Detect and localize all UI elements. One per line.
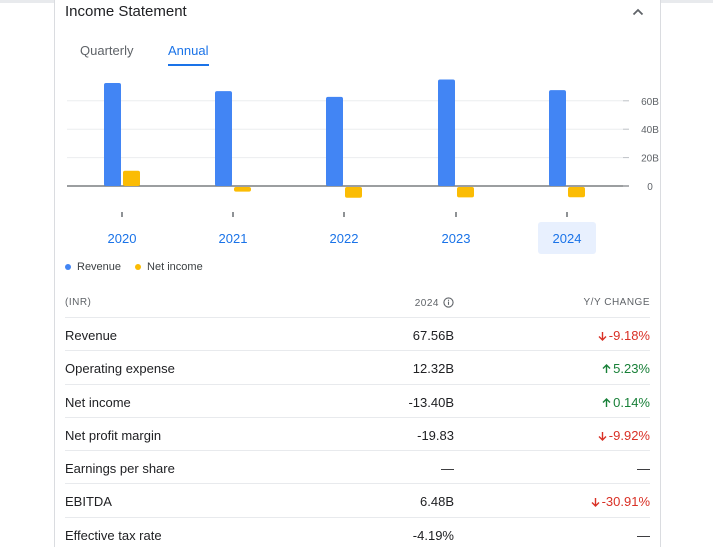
legend-item-net-income: Net income	[135, 261, 203, 273]
arrow-down-icon	[598, 332, 607, 341]
row-label-net-income: Net income	[65, 394, 131, 410]
row-change-net-income: 0.14%	[602, 395, 650, 410]
arrow-down-icon	[591, 498, 600, 508]
table-row: Earnings per share — —	[65, 451, 650, 485]
bar-net-income-2021	[234, 187, 251, 192]
row-value-ebitda: 6.48B	[420, 494, 454, 510]
header-year-label: 2024	[414, 298, 439, 309]
row-value-net-profit-margin: -19.83	[417, 427, 454, 443]
row-change-ebitda: -30.91%	[591, 494, 650, 509]
legend-dot-revenue	[65, 264, 71, 270]
table-row: EBITDA 6.48B -30.91%	[65, 484, 650, 518]
x-category-2020[interactable]: 2020	[108, 231, 137, 246]
y-tick-label: 20B	[641, 154, 659, 165]
row-change-revenue: -9.18%	[598, 328, 650, 343]
row-label-operating-expense: Operating expense	[65, 361, 175, 377]
tab-quarterly[interactable]: Quarterly	[80, 43, 134, 58]
tab-selected-indicator	[168, 64, 209, 66]
legend-dot-net-income	[135, 264, 142, 270]
chevron-up-icon[interactable]	[630, 4, 646, 20]
y-tick-label: 40B	[641, 125, 659, 136]
arrow-up-icon	[602, 397, 611, 407]
bar-revenue-2022	[326, 96, 343, 186]
y-tick-label: 60B	[641, 97, 659, 108]
table-row: Effective tax rate -4.19% —	[65, 518, 650, 547]
row-value-operating-expense: 12.32B	[412, 361, 454, 377]
row-change-effective-tax-rate: —	[637, 528, 650, 543]
row-value-effective-tax-rate: -4.19%	[412, 527, 454, 543]
row-value-revenue: 67.56B	[412, 328, 454, 343]
bar-net-income-2022	[345, 187, 362, 198]
row-change-net-profit-margin: -9.92%	[598, 428, 650, 443]
row-label-effective-tax-rate: Effective tax rate	[65, 527, 162, 543]
arrow-up-icon	[602, 364, 611, 374]
tab-annual[interactable]: Annual	[168, 43, 209, 58]
table-row: Revenue 67.56B -9.18%	[65, 318, 650, 352]
x-category-2021[interactable]: 2021	[219, 231, 248, 246]
header-currency: (INR)	[65, 297, 92, 308]
table-header: (INR) 2024 Y/Y CHANGE	[65, 288, 650, 318]
arrow-down-icon	[598, 431, 607, 441]
table-row: Operating expense 12.32B 5.23%	[65, 351, 650, 385]
row-value-net-income: -13.40B	[408, 394, 454, 410]
income-chart: 60B 40B 20B 0 2020 2021 2022 2023 2024	[67, 79, 659, 254]
card-title: Income Statement	[65, 3, 187, 20]
row-change-value: -30.91%	[601, 494, 650, 510]
row-change-value: -9.92%	[608, 427, 650, 443]
info-icon[interactable]	[443, 297, 454, 308]
row-value-earnings-per-share: —	[441, 461, 454, 477]
income-statement-card: Income Statement Quarterly Annual 60B 40B…	[54, 0, 661, 547]
row-change-value: —	[637, 461, 650, 477]
header-year: 2024	[415, 297, 454, 309]
row-change-value: 5.23%	[613, 361, 650, 377]
x-category-2023[interactable]: 2023	[442, 231, 471, 246]
x-category-2024[interactable]: 2024	[553, 231, 582, 246]
bar-revenue-2023	[438, 79, 455, 186]
row-label-ebitda: EBITDA	[65, 494, 112, 510]
y-tick-label: 0	[647, 182, 653, 193]
table-body: Revenue 67.56B -9.18% Operating expense 12.3…	[65, 318, 650, 547]
x-category-highlight	[538, 222, 596, 254]
bar-net-income-2023	[457, 187, 474, 198]
row-label-revenue: Revenue	[65, 328, 118, 343]
row-change-earnings-per-share: —	[637, 461, 650, 476]
bar-revenue-2024	[549, 90, 566, 186]
income-table: (INR) 2024 Y/Y CHANGE Revenue 67.56B -9.18…	[65, 288, 650, 547]
row-change-operating-expense: 5.23%	[602, 361, 650, 376]
x-category-2022[interactable]: 2022	[330, 231, 359, 246]
bar-revenue-2020	[104, 83, 121, 186]
legend-label-revenue: Revenue	[77, 261, 122, 273]
bar-net-income-2024	[568, 187, 585, 198]
table-row: Net profit margin -19.83 -9.92%	[65, 418, 650, 452]
bar-revenue-2021	[215, 91, 232, 186]
row-change-value: —	[637, 527, 650, 543]
row-label-net-profit-margin: Net profit margin	[65, 427, 162, 443]
row-change-value: 0.14%	[613, 394, 650, 410]
legend-item-revenue: Revenue	[65, 261, 121, 273]
header-change: Y/Y CHANGE	[583, 297, 650, 308]
chart-legend: Revenue Net income	[65, 261, 217, 273]
bar-net-income-2020	[123, 170, 140, 186]
table-row: Net income -13.40B 0.14%	[65, 385, 650, 418]
row-change-value: -9.18%	[608, 328, 650, 343]
row-label-earnings-per-share: Earnings per share	[65, 461, 175, 477]
legend-label-net-income: Net income	[147, 261, 203, 273]
